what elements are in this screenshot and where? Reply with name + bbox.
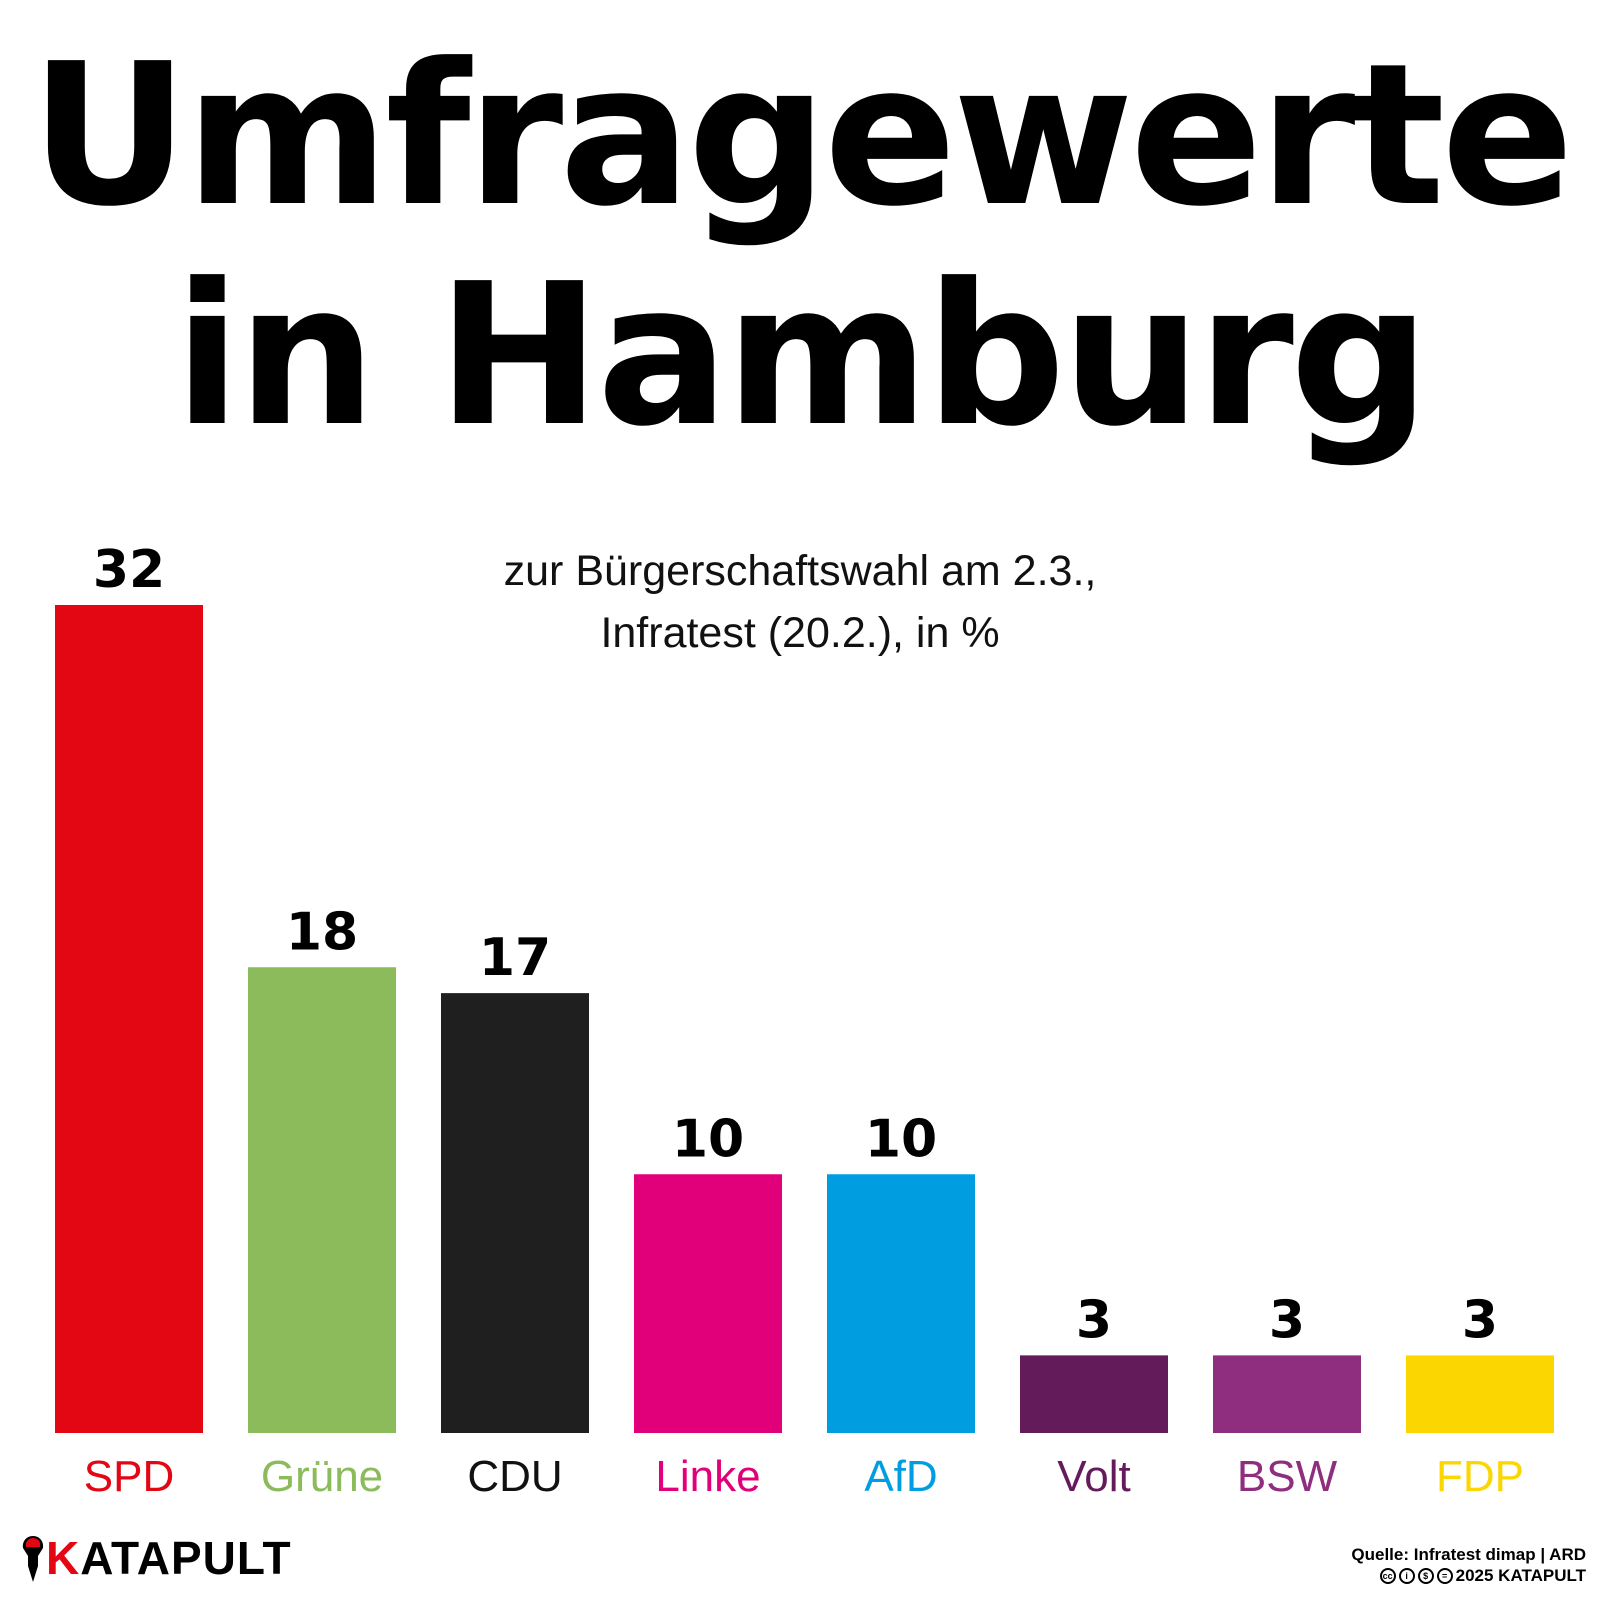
category-label-linke: Linke [655,1452,760,1501]
category-label-fdp: FDP [1436,1452,1524,1501]
category-label-gruene: Grüne [261,1452,383,1501]
cc-icon: cc [1379,1567,1396,1584]
katapult-logo: KATAPULT [20,1530,292,1586]
title-line-1: Umfragewerte [29,22,1574,250]
bar-bsw [1213,1355,1361,1433]
value-label-bsw: 3 [1269,1290,1305,1350]
logo-rest: ATAPULT [80,1532,292,1584]
value-label-volt: 3 [1076,1290,1112,1350]
logo-k: K [46,1532,81,1584]
value-label-fdp: 3 [1462,1290,1498,1350]
nc-icon: $ [1417,1567,1434,1584]
bar-cdu [441,993,589,1433]
rocket-icon [22,1536,44,1582]
category-label-cdu: CDU [467,1452,562,1501]
nd-icon: = [1436,1567,1453,1584]
title-line-2: in Hamburg [173,242,1430,470]
license-text: 2025 KATAPULT [1455,1566,1586,1586]
bar-spd [55,605,203,1433]
category-label-bsw: BSW [1237,1452,1338,1501]
bar-gruene [248,967,396,1433]
source-block: Quelle: Infratest dimap | ARD cc i $ = 2… [1351,1544,1586,1587]
value-label-cdu: 17 [479,928,551,988]
subtitle-line-1: zur Bürgerschaftswahl am 2.3., [503,547,1097,595]
value-label-afd: 10 [865,1109,937,1169]
category-label-volt: Volt [1057,1452,1130,1501]
by-icon: i [1398,1567,1415,1584]
bar-fdp [1406,1355,1554,1433]
license-row: cc i $ = 2025 KATAPULT [1351,1565,1586,1586]
category-label-spd: SPD [84,1452,174,1501]
source-text: Quelle: Infratest dimap | ARD [1351,1545,1586,1564]
category-label-afd: AfD [864,1452,937,1501]
value-label-spd: 32 [93,540,165,600]
value-label-gruene: 18 [286,902,358,962]
bar-linke [634,1174,782,1433]
bar-afd [827,1174,975,1433]
bar-volt [1020,1355,1168,1433]
logo-wordmark: KATAPULT [46,1535,292,1581]
value-label-linke: 10 [672,1109,744,1169]
subtitle-line-2: Infratest (20.2.), in % [600,609,1000,657]
